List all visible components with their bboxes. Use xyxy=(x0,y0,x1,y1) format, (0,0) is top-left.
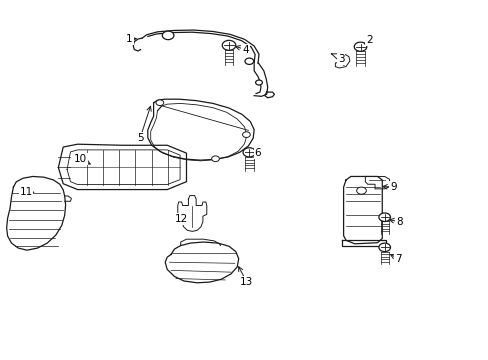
Polygon shape xyxy=(147,99,254,160)
Circle shape xyxy=(255,80,262,85)
Polygon shape xyxy=(58,144,186,190)
Polygon shape xyxy=(264,92,274,98)
Circle shape xyxy=(242,132,250,138)
Polygon shape xyxy=(343,176,382,244)
Text: 2: 2 xyxy=(365,35,372,45)
Text: 8: 8 xyxy=(395,217,402,227)
Circle shape xyxy=(378,243,390,252)
Text: 1: 1 xyxy=(126,34,132,44)
Polygon shape xyxy=(178,195,206,231)
Circle shape xyxy=(222,40,235,50)
Text: 5: 5 xyxy=(137,133,143,143)
Text: 6: 6 xyxy=(254,148,261,158)
Polygon shape xyxy=(365,176,389,189)
Polygon shape xyxy=(64,196,71,201)
Text: 10: 10 xyxy=(73,154,86,164)
Polygon shape xyxy=(165,242,238,283)
Text: 11: 11 xyxy=(20,187,33,197)
Circle shape xyxy=(356,187,366,194)
Text: 12: 12 xyxy=(175,214,188,224)
Polygon shape xyxy=(342,240,386,246)
Polygon shape xyxy=(180,239,220,246)
Circle shape xyxy=(353,42,366,51)
Text: 4: 4 xyxy=(242,45,248,55)
Circle shape xyxy=(211,156,219,162)
Text: 7: 7 xyxy=(394,254,401,264)
Circle shape xyxy=(243,148,255,157)
Polygon shape xyxy=(7,176,65,250)
Circle shape xyxy=(378,213,390,221)
Circle shape xyxy=(244,58,253,64)
Circle shape xyxy=(156,100,163,105)
Text: 9: 9 xyxy=(389,182,396,192)
Polygon shape xyxy=(331,54,349,68)
Polygon shape xyxy=(142,30,259,63)
Text: 3: 3 xyxy=(337,54,344,64)
Text: 13: 13 xyxy=(240,277,253,287)
Polygon shape xyxy=(254,62,267,96)
Circle shape xyxy=(162,31,174,40)
